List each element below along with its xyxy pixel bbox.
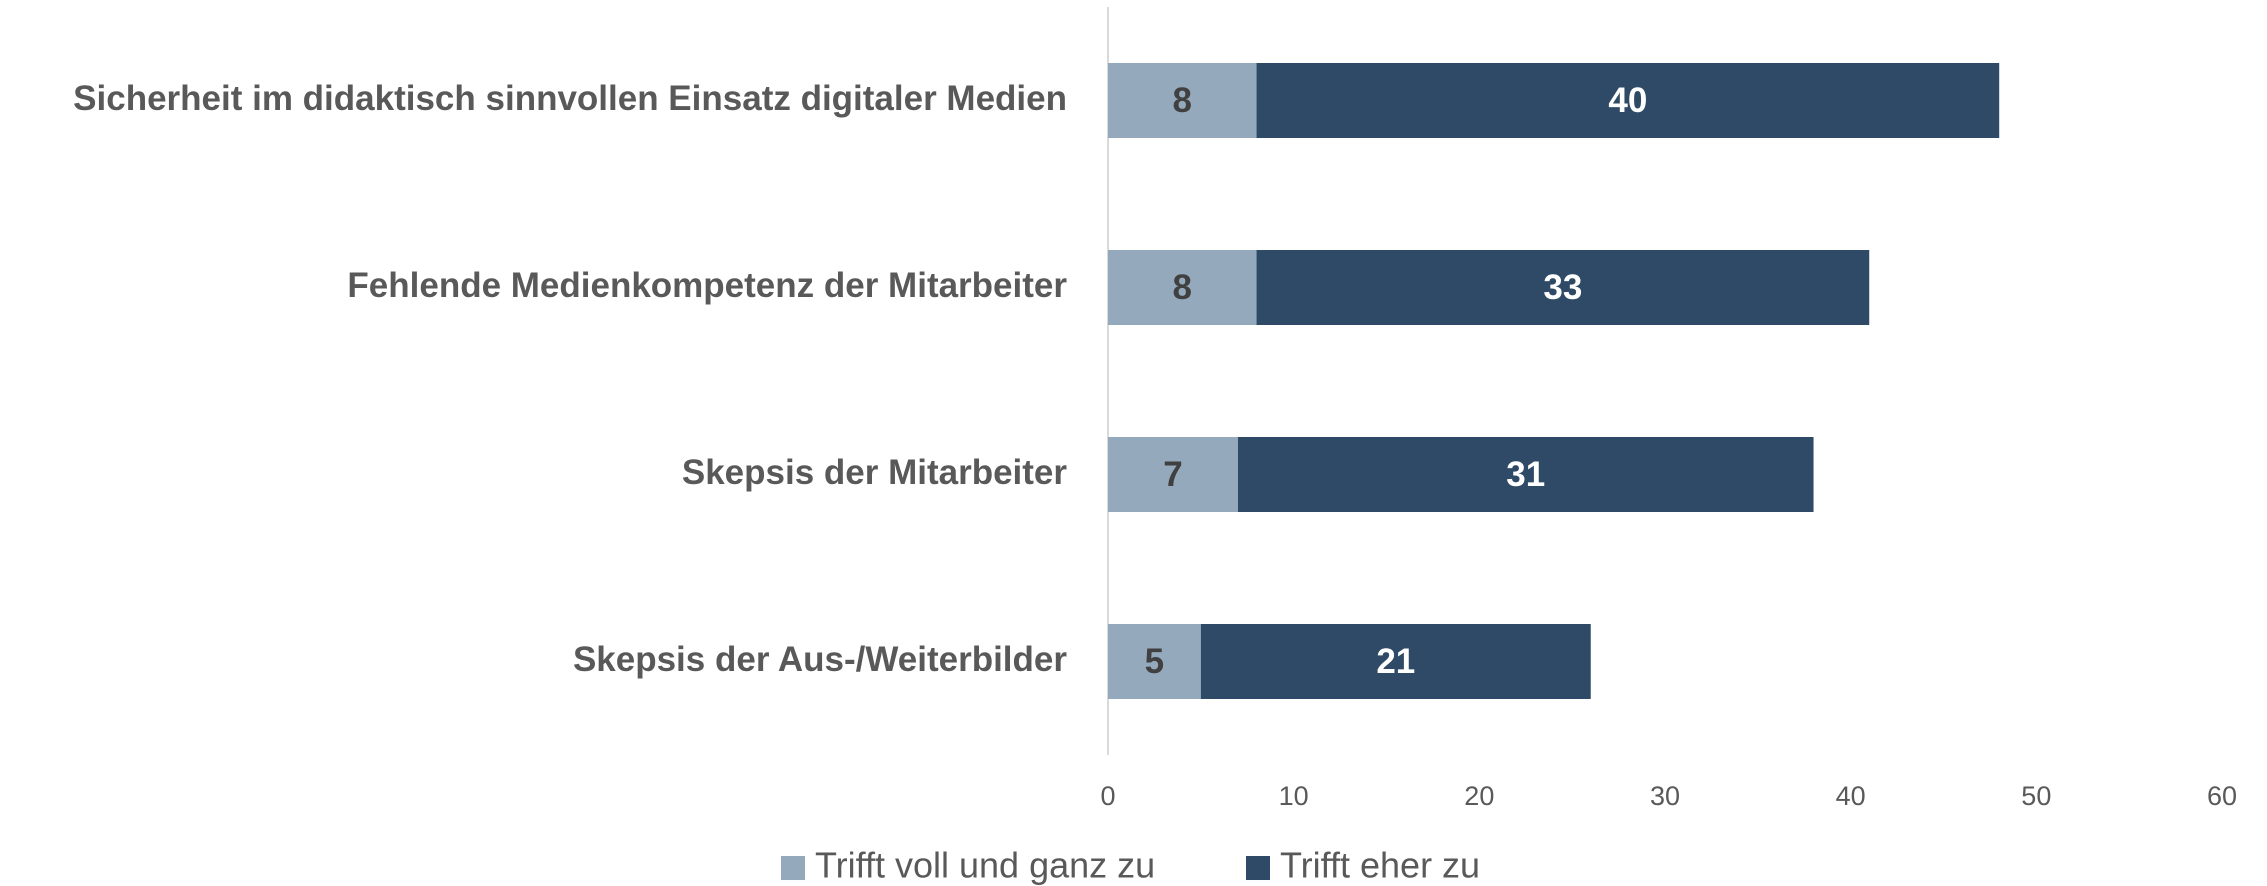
data-label: 5 (1145, 642, 1164, 681)
bar-segment (1108, 63, 1257, 138)
bar-segment (1108, 437, 1238, 512)
data-label: 31 (1506, 455, 1545, 494)
bar-segment (1108, 624, 1201, 699)
data-label: 8 (1173, 268, 1192, 307)
data-label: 21 (1376, 642, 1415, 681)
bar-segment (1108, 250, 1257, 325)
x-tick-label: 20 (1464, 781, 1494, 811)
data-label: 33 (1543, 268, 1582, 307)
category-label: Fehlende Medienkompetenz der Mitarbeiter (347, 266, 1067, 305)
category-label: Sicherheit im didaktisch sinnvollen Eins… (73, 79, 1067, 118)
x-tick-label: 50 (2021, 781, 2051, 811)
x-tick-label: 40 (1836, 781, 1866, 811)
category-label: Skepsis der Mitarbeiter (682, 453, 1068, 492)
bar-segment (1256, 250, 1870, 325)
data-label: 8 (1173, 81, 1192, 120)
legend-swatch (1246, 856, 1270, 880)
bar-segment (1237, 437, 1814, 512)
legend-label: Trifft voll und ganz zu (815, 845, 1155, 886)
legend-swatch (781, 856, 805, 880)
x-tick-label: 0 (1100, 781, 1115, 811)
x-tick-label: 60 (2207, 781, 2237, 811)
data-label: 7 (1163, 455, 1182, 494)
data-label: 40 (1608, 81, 1647, 120)
x-tick-label: 10 (1279, 781, 1309, 811)
legend-label: Trifft eher zu (1280, 845, 1480, 886)
bar-segment (1256, 63, 2000, 138)
bar-segment (1200, 624, 1591, 699)
x-tick-label: 30 (1650, 781, 1680, 811)
category-label: Skepsis der Aus-/Weiterbilder (573, 640, 1067, 679)
